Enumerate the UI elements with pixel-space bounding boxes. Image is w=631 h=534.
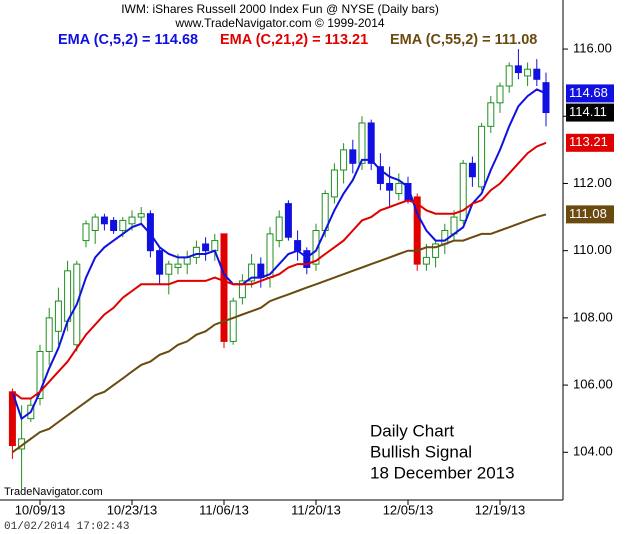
candle-body [496, 85, 504, 104]
candle-body [358, 122, 366, 164]
candle-body [413, 196, 421, 265]
candle-body [312, 230, 320, 265]
candle-body [211, 240, 219, 252]
legend-entry: EMA (C,21,2) = 113.21 [220, 32, 368, 48]
candle-body [386, 182, 394, 191]
candle-body [248, 263, 256, 282]
y-tick-label: 108.00 [573, 309, 613, 324]
candle-body [220, 233, 228, 342]
x-tick-label: 11/20/13 [291, 502, 341, 517]
price-box-label: 114.11 [569, 104, 607, 119]
candle-body [514, 65, 522, 74]
annotation: 18 December 2013 [370, 463, 515, 482]
candle-body [367, 122, 375, 164]
legend-entry: EMA (C,55,2) = 111.08 [390, 32, 537, 48]
candle-body [64, 270, 72, 322]
ema-line [11, 213, 547, 454]
candle-body [165, 263, 173, 275]
candle-body [45, 317, 53, 352]
candle-body [422, 256, 430, 265]
candle-body [202, 243, 210, 252]
candle-body [275, 216, 283, 242]
price-box-label: 114.68 [569, 85, 608, 100]
chart-subtitle: www.TradeNavigator.com © 1999-2014 [174, 16, 384, 30]
candle-body [110, 219, 118, 232]
candle-body [395, 182, 403, 195]
candle-body [257, 263, 265, 279]
candle-body [174, 263, 182, 268]
candle-body [432, 243, 440, 258]
candle-body [459, 162, 467, 221]
candle-body [505, 65, 513, 87]
candle-body [330, 169, 338, 198]
price-box [566, 84, 614, 103]
price-box [566, 133, 614, 152]
candle-body [156, 250, 164, 275]
x-tick-label: 12/05/13 [383, 502, 434, 517]
candle-body [478, 125, 486, 188]
y-tick-label: 106.00 [573, 377, 613, 392]
y-tick-label: 116.00 [573, 40, 612, 55]
candle-body [533, 68, 541, 80]
candle-body [487, 102, 495, 127]
legend-entry: EMA (C,5,2) = 114.68 [58, 32, 198, 48]
annotation: Daily Chart [370, 421, 454, 440]
candle-body [294, 240, 302, 252]
candle-body [119, 219, 127, 232]
y-tick-label: 110.00 [573, 242, 612, 257]
y-tick-label: 112.00 [573, 175, 612, 190]
timestamp: 01/02/2014 17:02:43 [4, 521, 129, 533]
candle-body [192, 246, 200, 258]
price-box-label: 111.08 [569, 206, 607, 221]
candle-body [54, 300, 62, 332]
y-tick-label: 104.00 [573, 444, 613, 459]
candle-body [441, 230, 449, 245]
x-tick-label: 12/19/13 [475, 502, 526, 517]
candle-body [349, 149, 357, 164]
price-box [566, 205, 614, 224]
candle-body [376, 166, 384, 184]
chart-title: IWM: iShares Russell 2000 Index Fun @ NY… [121, 2, 439, 16]
candle-body [36, 350, 44, 400]
x-tick-label: 11/06/13 [199, 502, 249, 517]
candle-body [146, 213, 154, 252]
x-tick-label: 10/23/13 [107, 502, 158, 517]
candle-body [284, 203, 292, 238]
watermark: TradeNavigator.com [4, 486, 103, 498]
ema-line [11, 88, 547, 421]
candle-body [524, 68, 532, 77]
candle-body [238, 280, 246, 299]
candle-body [468, 162, 476, 178]
candle-body [128, 216, 136, 225]
price-box-label: 113.21 [569, 134, 608, 149]
candle-body [137, 213, 145, 218]
candle-body [183, 256, 191, 265]
x-tick-label: 10/09/13 [15, 502, 66, 517]
candle-body [229, 300, 237, 342]
annotation: Bullish Signal [370, 442, 472, 461]
candle-body [91, 216, 99, 232]
candle-body [303, 250, 311, 268]
candle-body [82, 223, 90, 242]
ema-line [11, 141, 547, 400]
candle-body [100, 216, 108, 225]
candle-body [340, 149, 348, 171]
price-box [566, 103, 614, 122]
candle-body [542, 82, 550, 114]
